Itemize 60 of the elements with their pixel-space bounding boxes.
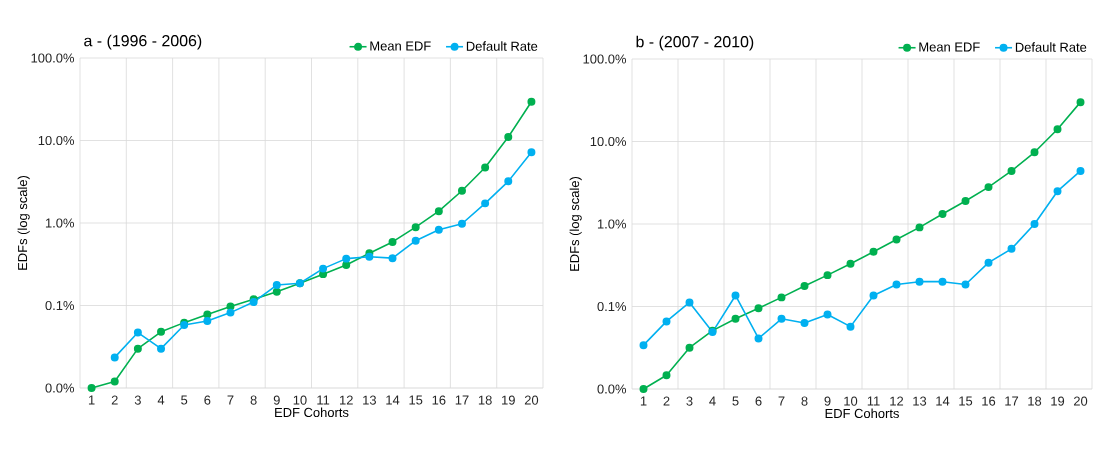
y-tick-label: 100.0%: [31, 53, 75, 63]
x-tick-label: 20: [524, 395, 539, 405]
x-tick-label: 18: [1028, 396, 1042, 406]
x-tick-label: 9: [273, 395, 280, 405]
x-tick-label: 3: [134, 395, 141, 405]
x-tick-label: 10: [844, 396, 858, 406]
legend-label: Mean EDF: [370, 41, 431, 51]
x-tick-label: 2: [111, 395, 118, 405]
x-tick-label: 5: [181, 395, 188, 405]
chart-title: a - (1996 - 2006): [84, 34, 202, 50]
x-tick-label: 18: [478, 395, 492, 405]
y-tick-label: 0.1%: [597, 301, 627, 312]
x-tick-label: 13: [363, 395, 377, 405]
x-tick-label: 1: [88, 395, 95, 405]
legend-label: Mean EDF: [919, 42, 980, 52]
y-tick-label: 100.0%: [583, 54, 627, 64]
y-axis-title: EDFs (log scale): [17, 175, 30, 270]
x-tick-label: 1: [640, 396, 647, 406]
x-axis-title: EDF Cohorts: [275, 407, 349, 418]
legend-label: Default Rate: [1015, 42, 1087, 52]
x-tick-label: 15: [959, 396, 973, 406]
x-tick-label: 9: [824, 396, 831, 406]
y-tick-label: 1.0%: [597, 219, 627, 229]
y-tick-label: 0.0%: [597, 384, 627, 394]
x-tick-label: 3: [686, 396, 693, 406]
y-axis-title: EDFs (log scale): [569, 176, 582, 271]
x-tick-label: 10: [293, 395, 307, 405]
x-tick-label: 19: [502, 395, 515, 405]
x-tick-label: 20: [1073, 396, 1088, 406]
x-tick-label: 16: [432, 395, 446, 405]
chart-title: b - (2007 - 2010): [636, 35, 754, 51]
x-tick-label: 13: [913, 396, 927, 406]
x-tick-label: 7: [227, 395, 234, 405]
y-tick-label: 0.0%: [45, 383, 75, 393]
x-tick-label: 14: [386, 395, 400, 405]
y-tick-label: 1.0%: [45, 218, 75, 228]
x-tick-label: 2: [663, 396, 670, 406]
x-tick-label: 4: [157, 395, 165, 405]
x-tick-label: 12: [340, 395, 353, 405]
x-tick-label: 7: [778, 396, 785, 406]
x-tick-label: 6: [755, 396, 762, 406]
x-tick-label: 5: [732, 396, 739, 406]
x-tick-label: 17: [455, 395, 469, 405]
x-tick-label: 15: [409, 395, 423, 405]
legend-label: Default Rate: [466, 41, 538, 51]
x-tick-label: 17: [1005, 396, 1019, 406]
x-tick-label: 8: [801, 396, 808, 406]
x-tick-label: 8: [250, 395, 257, 405]
x-tick-label: 14: [936, 396, 950, 406]
x-tick-label: 4: [709, 396, 716, 406]
x-tick-label: 6: [204, 395, 211, 405]
y-tick-label: 10.0%: [38, 135, 75, 146]
y-tick-label: 10.0%: [590, 136, 627, 147]
x-tick-label: 16: [982, 396, 996, 406]
x-tick-label: 12: [890, 396, 904, 406]
x-tick-label: 19: [1051, 396, 1065, 406]
y-tick-label: 0.1%: [45, 300, 75, 311]
x-tick-label: 11: [317, 395, 330, 405]
x-axis-title: EDF Cohorts: [825, 408, 899, 419]
x-tick-label: 11: [867, 396, 880, 406]
